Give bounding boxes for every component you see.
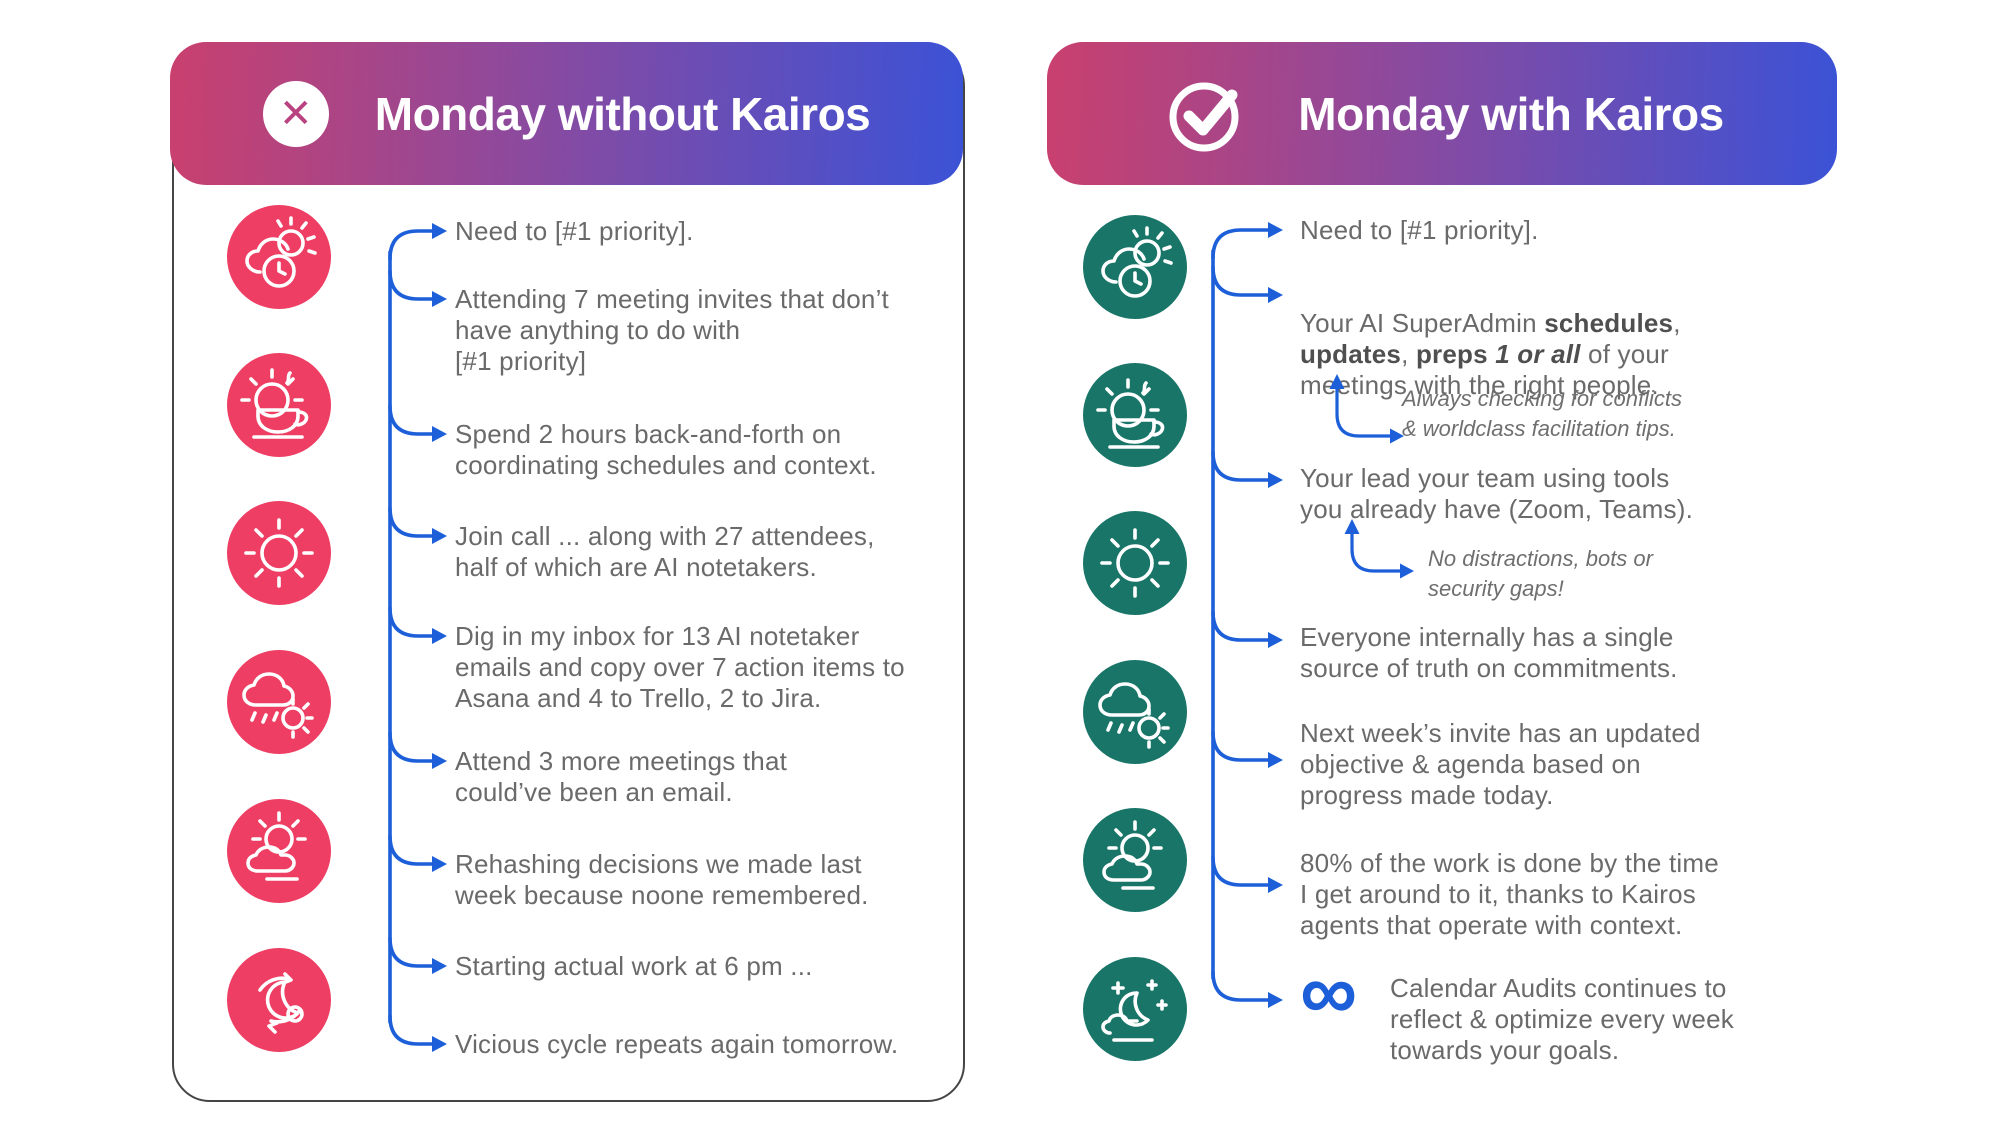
sun-icon — [227, 501, 331, 605]
right-panel-header: Monday with Kairos — [1047, 42, 1837, 185]
right-note-conflicts: Always checking for conflicts & worldcla… — [1402, 386, 1682, 441]
right-item-3: Your lead your team using tools you alre… — [1300, 463, 1694, 524]
right-item-2-part: , — [1673, 308, 1681, 338]
left-item-1: Need to [#1 priority]. — [455, 216, 694, 246]
left-item-7: Rehashing decisions we made last week be… — [455, 849, 869, 910]
sun-clouds-icon — [1083, 808, 1187, 912]
left-item-9: Vicious cycle repeats again tomorrow. — [455, 1029, 899, 1059]
right-note-security: No distractions, bots or security gaps! — [1428, 546, 1653, 601]
right-item-2: Your AI SuperAdmin schedules, updates, p… — [1300, 277, 1800, 401]
cloud-clock-sunrise-icon — [227, 205, 331, 309]
x-badge: ✕ — [262, 80, 329, 147]
right-item-2-bolditalic: 1 or all — [1495, 339, 1581, 369]
right-item-1: Need to [#1 priority]. — [1300, 215, 1539, 245]
right-item-4: Everyone internally has a single source … — [1300, 622, 1678, 683]
right-item-2-part: , — [1401, 339, 1416, 369]
moon-cycle-icon — [227, 948, 331, 1052]
left-item-3: Spend 2 hours back-and-forth on coordina… — [455, 419, 877, 480]
right-item-7: Calendar Audits continues to reflect & o… — [1390, 973, 1734, 1065]
rain-cloud-sun-icon — [227, 650, 331, 754]
right-item-2-bold-updates: updates — [1300, 339, 1402, 369]
right-panel-title: Monday with Kairos — [1298, 87, 1724, 140]
right-item-2-bold-schedules: schedules — [1544, 308, 1674, 338]
left-panel-header: ✕ Monday without Kairos — [170, 42, 963, 185]
night-sky-icon — [1083, 957, 1187, 1061]
sun-clouds-icon — [227, 799, 331, 903]
left-item-6: Attend 3 more meetings that could’ve bee… — [455, 746, 788, 807]
left-panel-title: Monday without Kairos — [374, 87, 871, 140]
right-item-2-bold-preps: preps — [1415, 339, 1496, 369]
right-item-2-part: of your meetings with the right people. — [1300, 339, 1669, 400]
left-item-8: Starting actual work at 6 pm ... — [455, 951, 813, 981]
check-icon — [1160, 68, 1252, 160]
x-icon: ✕ — [278, 91, 313, 136]
coffee-sun-icon — [227, 353, 331, 457]
infinity-icon: ∞ — [1300, 947, 1358, 1036]
left-item-2: Attending 7 meeting invites that don’t h… — [455, 284, 889, 376]
right-item-5: Next week’s invite has an updated object… — [1300, 718, 1701, 810]
rain-cloud-sun-icon — [1083, 660, 1187, 764]
coffee-sun-icon — [1083, 363, 1187, 467]
right-item-6: 80% of the work is done by the time I ge… — [1300, 848, 1719, 940]
left-item-4: Join call ... along with 27 attendees, h… — [455, 521, 875, 582]
right-item-2-part: Your AI SuperAdmin — [1300, 308, 1545, 338]
cloud-clock-sunrise-icon — [1083, 215, 1187, 319]
sun-icon — [1083, 511, 1187, 615]
left-item-5: Dig in my inbox for 13 AI notetaker emai… — [455, 621, 905, 713]
